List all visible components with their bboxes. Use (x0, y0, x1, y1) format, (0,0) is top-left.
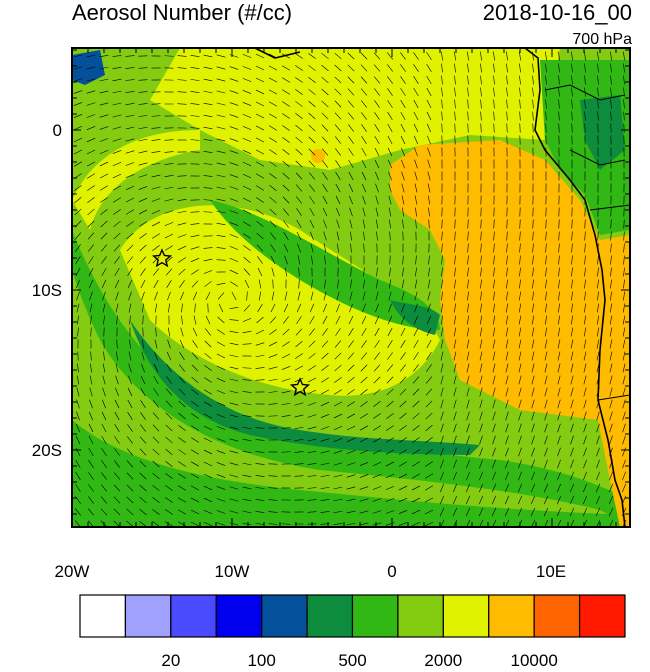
lat-label: 10S (32, 281, 62, 300)
lon-label: 10E (536, 562, 566, 581)
colorbar-box (443, 595, 488, 637)
colorbar-box (489, 595, 534, 637)
colorbar-label: 100 (247, 651, 275, 667)
level-label: 700 hPa (572, 31, 632, 48)
lon-label: 10W (215, 562, 250, 581)
lat-label: 0 (53, 121, 62, 140)
colorbar: 20 100 500 2000 10000 (80, 595, 625, 667)
colorbar-box (125, 595, 170, 637)
lon-label: 0 (387, 562, 396, 581)
colorbar-box (398, 595, 443, 637)
time-label: 2018-10-16_00 (483, 0, 632, 25)
colorbar-box (80, 595, 125, 637)
colorbar-box (262, 595, 307, 637)
colorbar-box (216, 595, 261, 637)
field (72, 48, 630, 528)
colorbar-label: 2000 (424, 651, 462, 667)
colorbar-box (171, 595, 216, 637)
colorbar-label: 10000 (511, 651, 558, 667)
lat-label: 20S (32, 441, 62, 460)
lon-label: 20W (55, 562, 90, 581)
colorbar-box (580, 595, 625, 637)
colorbar-label: 500 (338, 651, 366, 667)
colorbar-box (534, 595, 579, 637)
colorbar-box (353, 595, 398, 637)
colorbar-label: 20 (161, 651, 180, 667)
colorbar-box (307, 595, 352, 637)
title: Aerosol Number (#/cc) (72, 0, 292, 25)
